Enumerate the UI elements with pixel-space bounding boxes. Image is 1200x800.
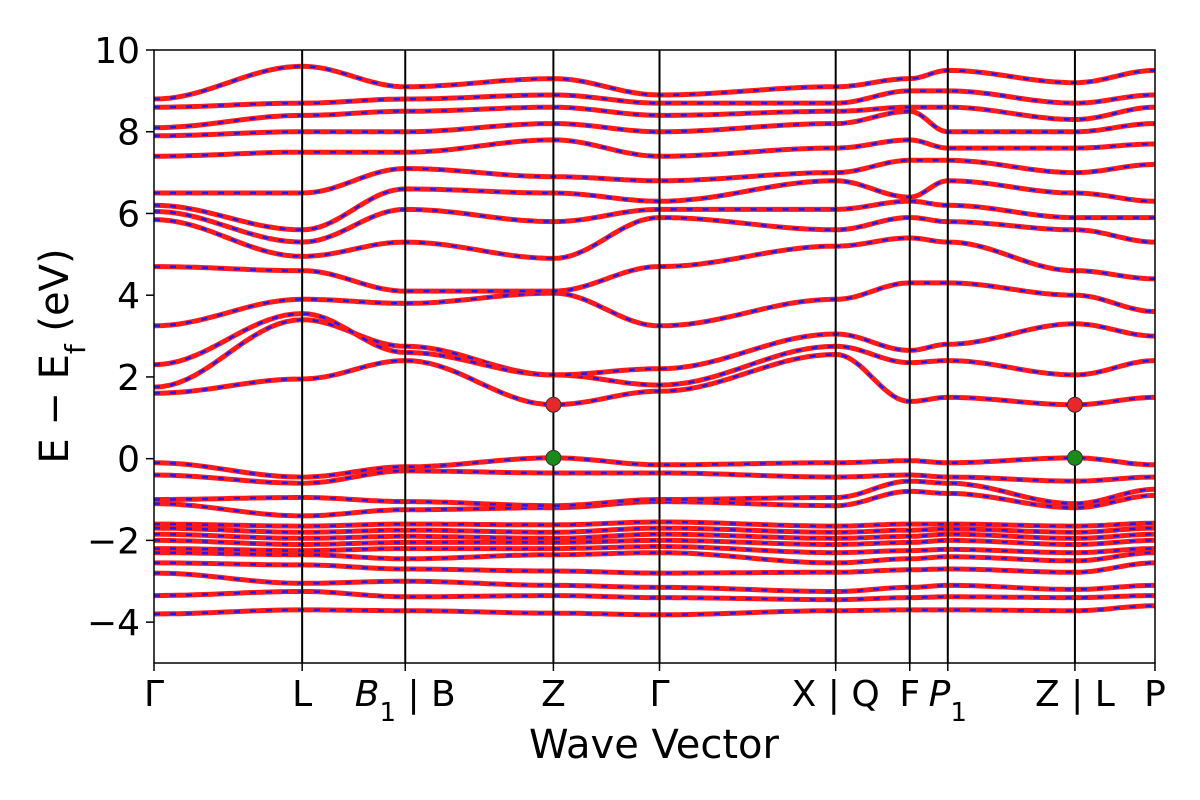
plot-frame: [153, 49, 1156, 664]
y-axis-label-main: E − E: [32, 354, 78, 464]
band-line-dashed: [154, 571, 1155, 593]
band-line-dashed: [154, 105, 1155, 129]
vbm-marker: [1066, 449, 1083, 466]
cbm-marker: [1066, 396, 1083, 413]
y-tick-label: 0: [117, 440, 140, 481]
band-line-dashed: [154, 456, 1155, 479]
band-line-dashed: [154, 551, 1155, 565]
band-line-dashed: [154, 490, 1155, 518]
x-axis-ticks: Γ L B1 | B Z Γ X | Q F P1 Z | L P: [144, 663, 1166, 728]
x-tick-label: B1 | B: [355, 674, 456, 728]
band-line-dashed: [154, 138, 1155, 158]
bands-layer: [154, 63, 1155, 618]
band-line-dashed: [154, 590, 1155, 601]
band-line-dashed: [154, 110, 1155, 138]
band-line-dashed: [154, 159, 1155, 195]
x-tick-label: X | Q: [792, 674, 880, 715]
y-tick-label: 6: [117, 194, 140, 235]
band-line-dashed: [154, 520, 1155, 528]
band-line-dashed: [154, 236, 1155, 293]
y-axis-label-unit: (eV): [32, 248, 78, 344]
x-axis-label: Wave Vector: [529, 722, 780, 768]
band-line-dashed: [154, 561, 1155, 575]
band-line-dashed: [154, 545, 1155, 554]
y-axis-label: E − Ef (eV): [32, 248, 92, 463]
band-line-dashed: [154, 533, 1155, 540]
y-tick-label: 4: [117, 276, 140, 317]
x-tick-label: Z | L: [1035, 674, 1115, 715]
x-tick-label: P: [1144, 674, 1166, 715]
band-line-dashed: [154, 65, 1155, 101]
band-edge-markers: [545, 396, 1083, 466]
y-tick-label: −2: [87, 521, 140, 562]
x-tick-label: Z: [541, 674, 566, 715]
band-line-dashed: [154, 469, 1155, 485]
band-line: [154, 280, 1155, 329]
band-line-dashed: [154, 539, 1155, 546]
x-tick-label: F: [899, 674, 920, 715]
band-line-dashed: [154, 216, 1155, 260]
x-tick-label: L: [292, 674, 312, 715]
vbm-marker: [545, 449, 562, 466]
x-tick-label: Γ: [649, 674, 669, 715]
band-line: [154, 198, 1155, 245]
cbm-marker: [545, 396, 562, 413]
band-line-dashed: [154, 89, 1155, 109]
band-line: [154, 311, 1155, 378]
y-tick-label: −4: [87, 603, 140, 644]
y-tick-label: 10: [94, 31, 140, 72]
y-axis-label-sub: f: [59, 343, 92, 354]
band-line: [154, 352, 1155, 408]
y-tick-label: 8: [117, 113, 140, 154]
x-tick-label: Γ: [144, 674, 164, 715]
y-tick-label: 2: [117, 358, 140, 399]
high-symmetry-lines: [301, 50, 1076, 663]
band-line-dashed: [154, 526, 1155, 534]
band-line-dashed: [154, 604, 1155, 617]
x-tick-label: P1: [929, 674, 967, 728]
band-line-dashed: [154, 479, 1155, 507]
band-line: [154, 178, 1155, 233]
y-axis-ticks: 10 8 6 4 2 0 −2 −4: [87, 31, 154, 644]
